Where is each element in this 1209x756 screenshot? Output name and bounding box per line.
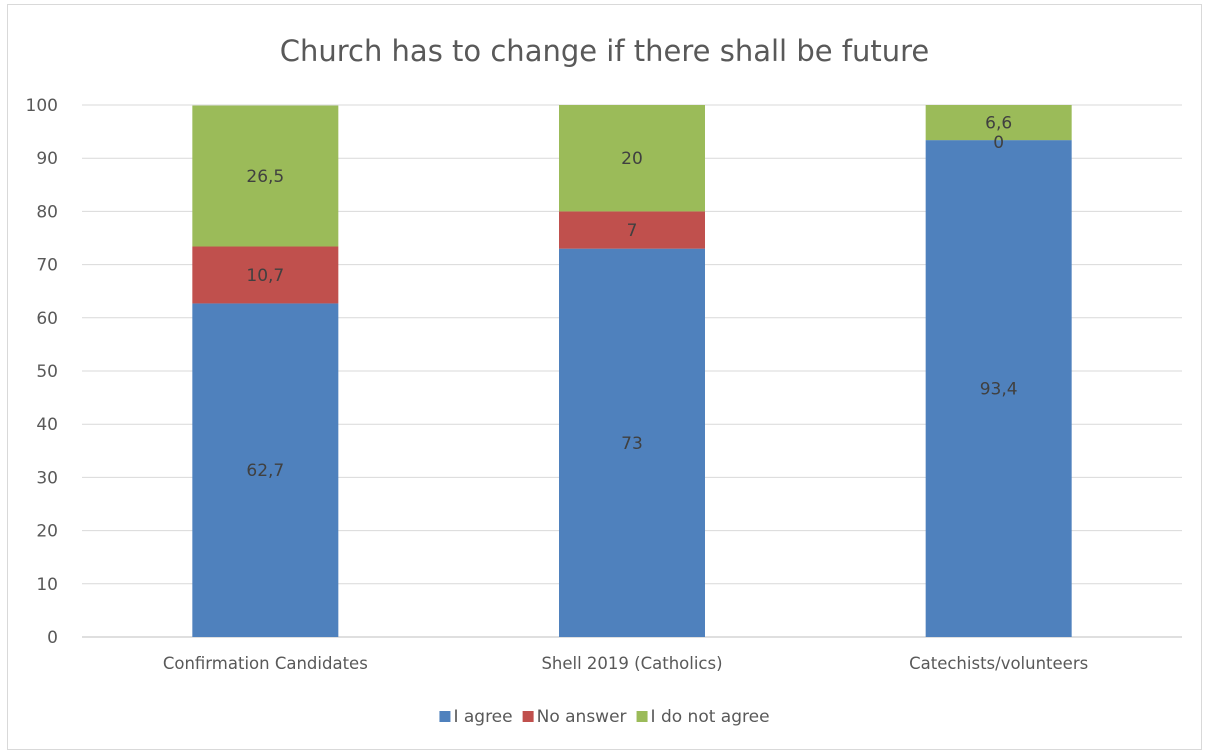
y-tick-label: 30 <box>36 468 58 488</box>
bar-segment <box>192 303 339 637</box>
bar-segment <box>559 105 705 212</box>
data-label: 93,4 <box>980 380 1018 400</box>
data-label: 6,6 <box>985 114 1012 134</box>
x-tick-label: Shell 2019 (Catholics) <box>541 654 722 673</box>
y-tick-label: 50 <box>36 362 58 382</box>
x-axis: Confirmation Candidates Shell 2019 (Catho… <box>163 654 1088 673</box>
data-labels: 62,7 10,7 26,5 73 7 20 93,4 06,6 <box>246 114 1017 482</box>
y-tick-label: 10 <box>36 575 58 595</box>
data-label: 73 <box>621 434 643 454</box>
legend-item: No answer <box>522 707 627 727</box>
legend-swatch <box>522 711 534 722</box>
y-tick-label: 0 <box>47 628 58 648</box>
bar-segment <box>559 211 705 249</box>
legend-label: I do not agree <box>651 707 770 727</box>
data-label: 62,7 <box>246 461 284 481</box>
bar-segment <box>192 246 339 304</box>
chart-title: Church has to change if there shall be f… <box>280 34 930 68</box>
legend-swatch <box>636 711 648 722</box>
data-label: 20 <box>621 149 643 169</box>
y-tick-label: 20 <box>36 522 58 542</box>
y-tick-label: 70 <box>36 256 58 276</box>
bar-segment <box>559 248 705 637</box>
bar-segment <box>925 140 1072 637</box>
data-label: 10,7 <box>246 266 284 286</box>
bars <box>192 105 1072 637</box>
data-label: 26,5 <box>246 167 284 187</box>
data-label: 7 <box>627 221 638 241</box>
y-tick-label: 90 <box>36 149 58 169</box>
x-tick-label: Catechists/volunteers <box>909 654 1088 673</box>
data-label: 0 <box>993 133 1004 153</box>
bar-segment <box>925 105 1072 141</box>
bar-segment <box>192 105 339 247</box>
legend-label: I agree <box>453 707 512 727</box>
legend-label: No answer <box>537 707 627 727</box>
legend: I agree No answer I do not agree <box>439 707 770 727</box>
y-tick-label: 40 <box>36 415 58 435</box>
y-tick-label: 80 <box>36 202 58 222</box>
legend-item: I do not agree <box>636 707 770 727</box>
y-tick-label: 100 <box>26 96 58 116</box>
y-tick-label: 60 <box>36 309 58 329</box>
y-axis: 0 10 20 30 40 50 60 70 80 90 100 <box>26 96 58 648</box>
legend-swatch <box>439 711 451 722</box>
x-tick-label: Confirmation Candidates <box>163 654 368 673</box>
legend-item: I agree <box>439 707 513 727</box>
